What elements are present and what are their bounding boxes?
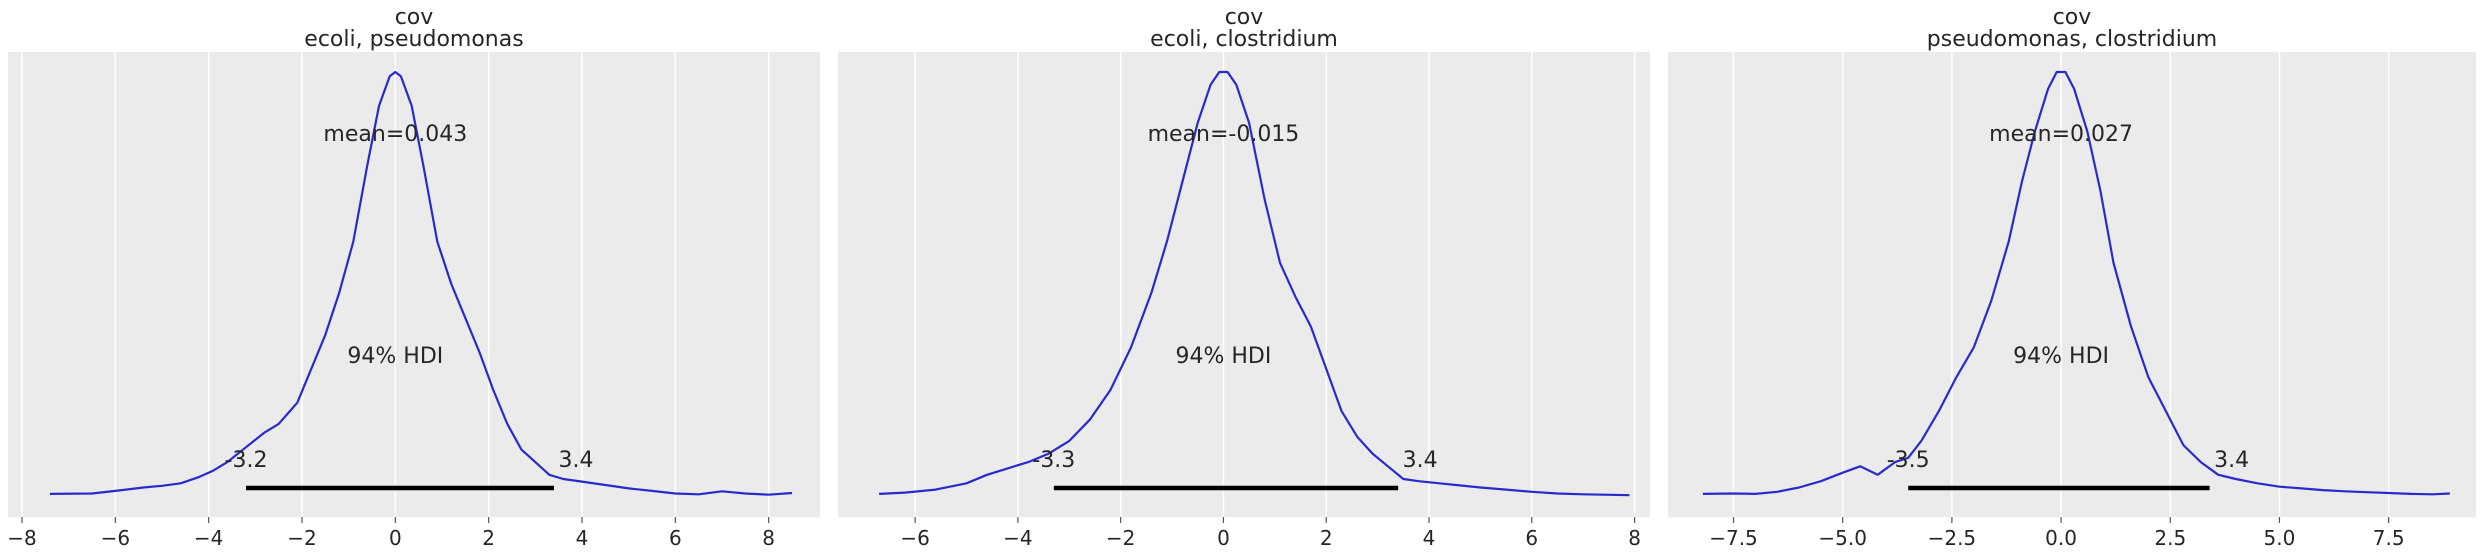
x-tick-label: 2: [1320, 526, 1333, 550]
hdi-upper-label: 3.4: [2214, 448, 2249, 473]
hdi-lower-label: -3.2: [225, 448, 268, 473]
x-tick-label: 0: [389, 526, 402, 550]
mean-label: mean=0.043: [323, 122, 467, 147]
hdi-lower-label: -3.5: [1887, 448, 1930, 473]
mean-label: mean=0.027: [1989, 122, 2133, 147]
hdi-label: 94% HDI: [2013, 344, 2109, 369]
plot-background: [838, 52, 1650, 517]
x-tick-label: 0: [1217, 526, 1230, 550]
x-tick-label: −5.0: [1818, 526, 1867, 550]
x-tick-label: 4: [1423, 526, 1436, 550]
chart-title: cov: [1225, 5, 1264, 30]
chart-subtitle: ecoli, clostridium: [1150, 27, 1338, 52]
density-line: [49, 70, 793, 496]
x-tick-label: −6: [900, 526, 929, 550]
density-line: [879, 70, 1630, 497]
x-tick-label: −6: [101, 526, 130, 550]
plot-background: [1668, 52, 2476, 517]
x-tick-label: 2: [482, 526, 495, 550]
x-tick-label: −4: [1003, 526, 1032, 550]
x-tick-label: 0.0: [2045, 526, 2077, 550]
x-tick-label: −8: [7, 526, 36, 550]
plot-background: [8, 52, 820, 517]
hdi-upper-label: 3.4: [1403, 448, 1438, 473]
chart-title: cov: [2053, 5, 2092, 30]
x-tick-label: 7.5: [2373, 526, 2405, 550]
hdi-label: 94% HDI: [1176, 344, 1272, 369]
x-tick-label: −2.5: [1928, 526, 1977, 550]
chart-title: cov: [395, 5, 434, 30]
x-tick-label: −7.5: [1709, 526, 1758, 550]
x-tick-label: −4: [194, 526, 223, 550]
mean-label: mean=-0.015: [1148, 122, 1300, 147]
chart-subtitle: ecoli, pseudomonas: [304, 27, 523, 52]
density-line: [1702, 70, 2450, 496]
x-tick-label: 8: [762, 526, 775, 550]
panel-3: −7.5 −5.0 −2.5 0.0 2.5 5.0 7.5 covpseudomonas, …: [1668, 5, 2476, 550]
x-tick-label: 4: [576, 526, 589, 550]
hdi-lower-label: -3.3: [1032, 448, 1075, 473]
x-tick-label: 8: [1628, 526, 1641, 550]
x-tick-label: 6: [669, 526, 682, 550]
x-tick-label: −2: [287, 526, 316, 550]
hdi-upper-label: 3.4: [559, 448, 594, 473]
chart-subtitle: pseudomonas, clostridium: [1927, 27, 2217, 52]
x-tick-label: −2: [1106, 526, 1135, 550]
x-tick-label: 6: [1525, 526, 1538, 550]
x-tick-label: 2.5: [2154, 526, 2186, 550]
x-tick-label: 5.0: [2264, 526, 2296, 550]
hdi-label: 94% HDI: [347, 344, 443, 369]
